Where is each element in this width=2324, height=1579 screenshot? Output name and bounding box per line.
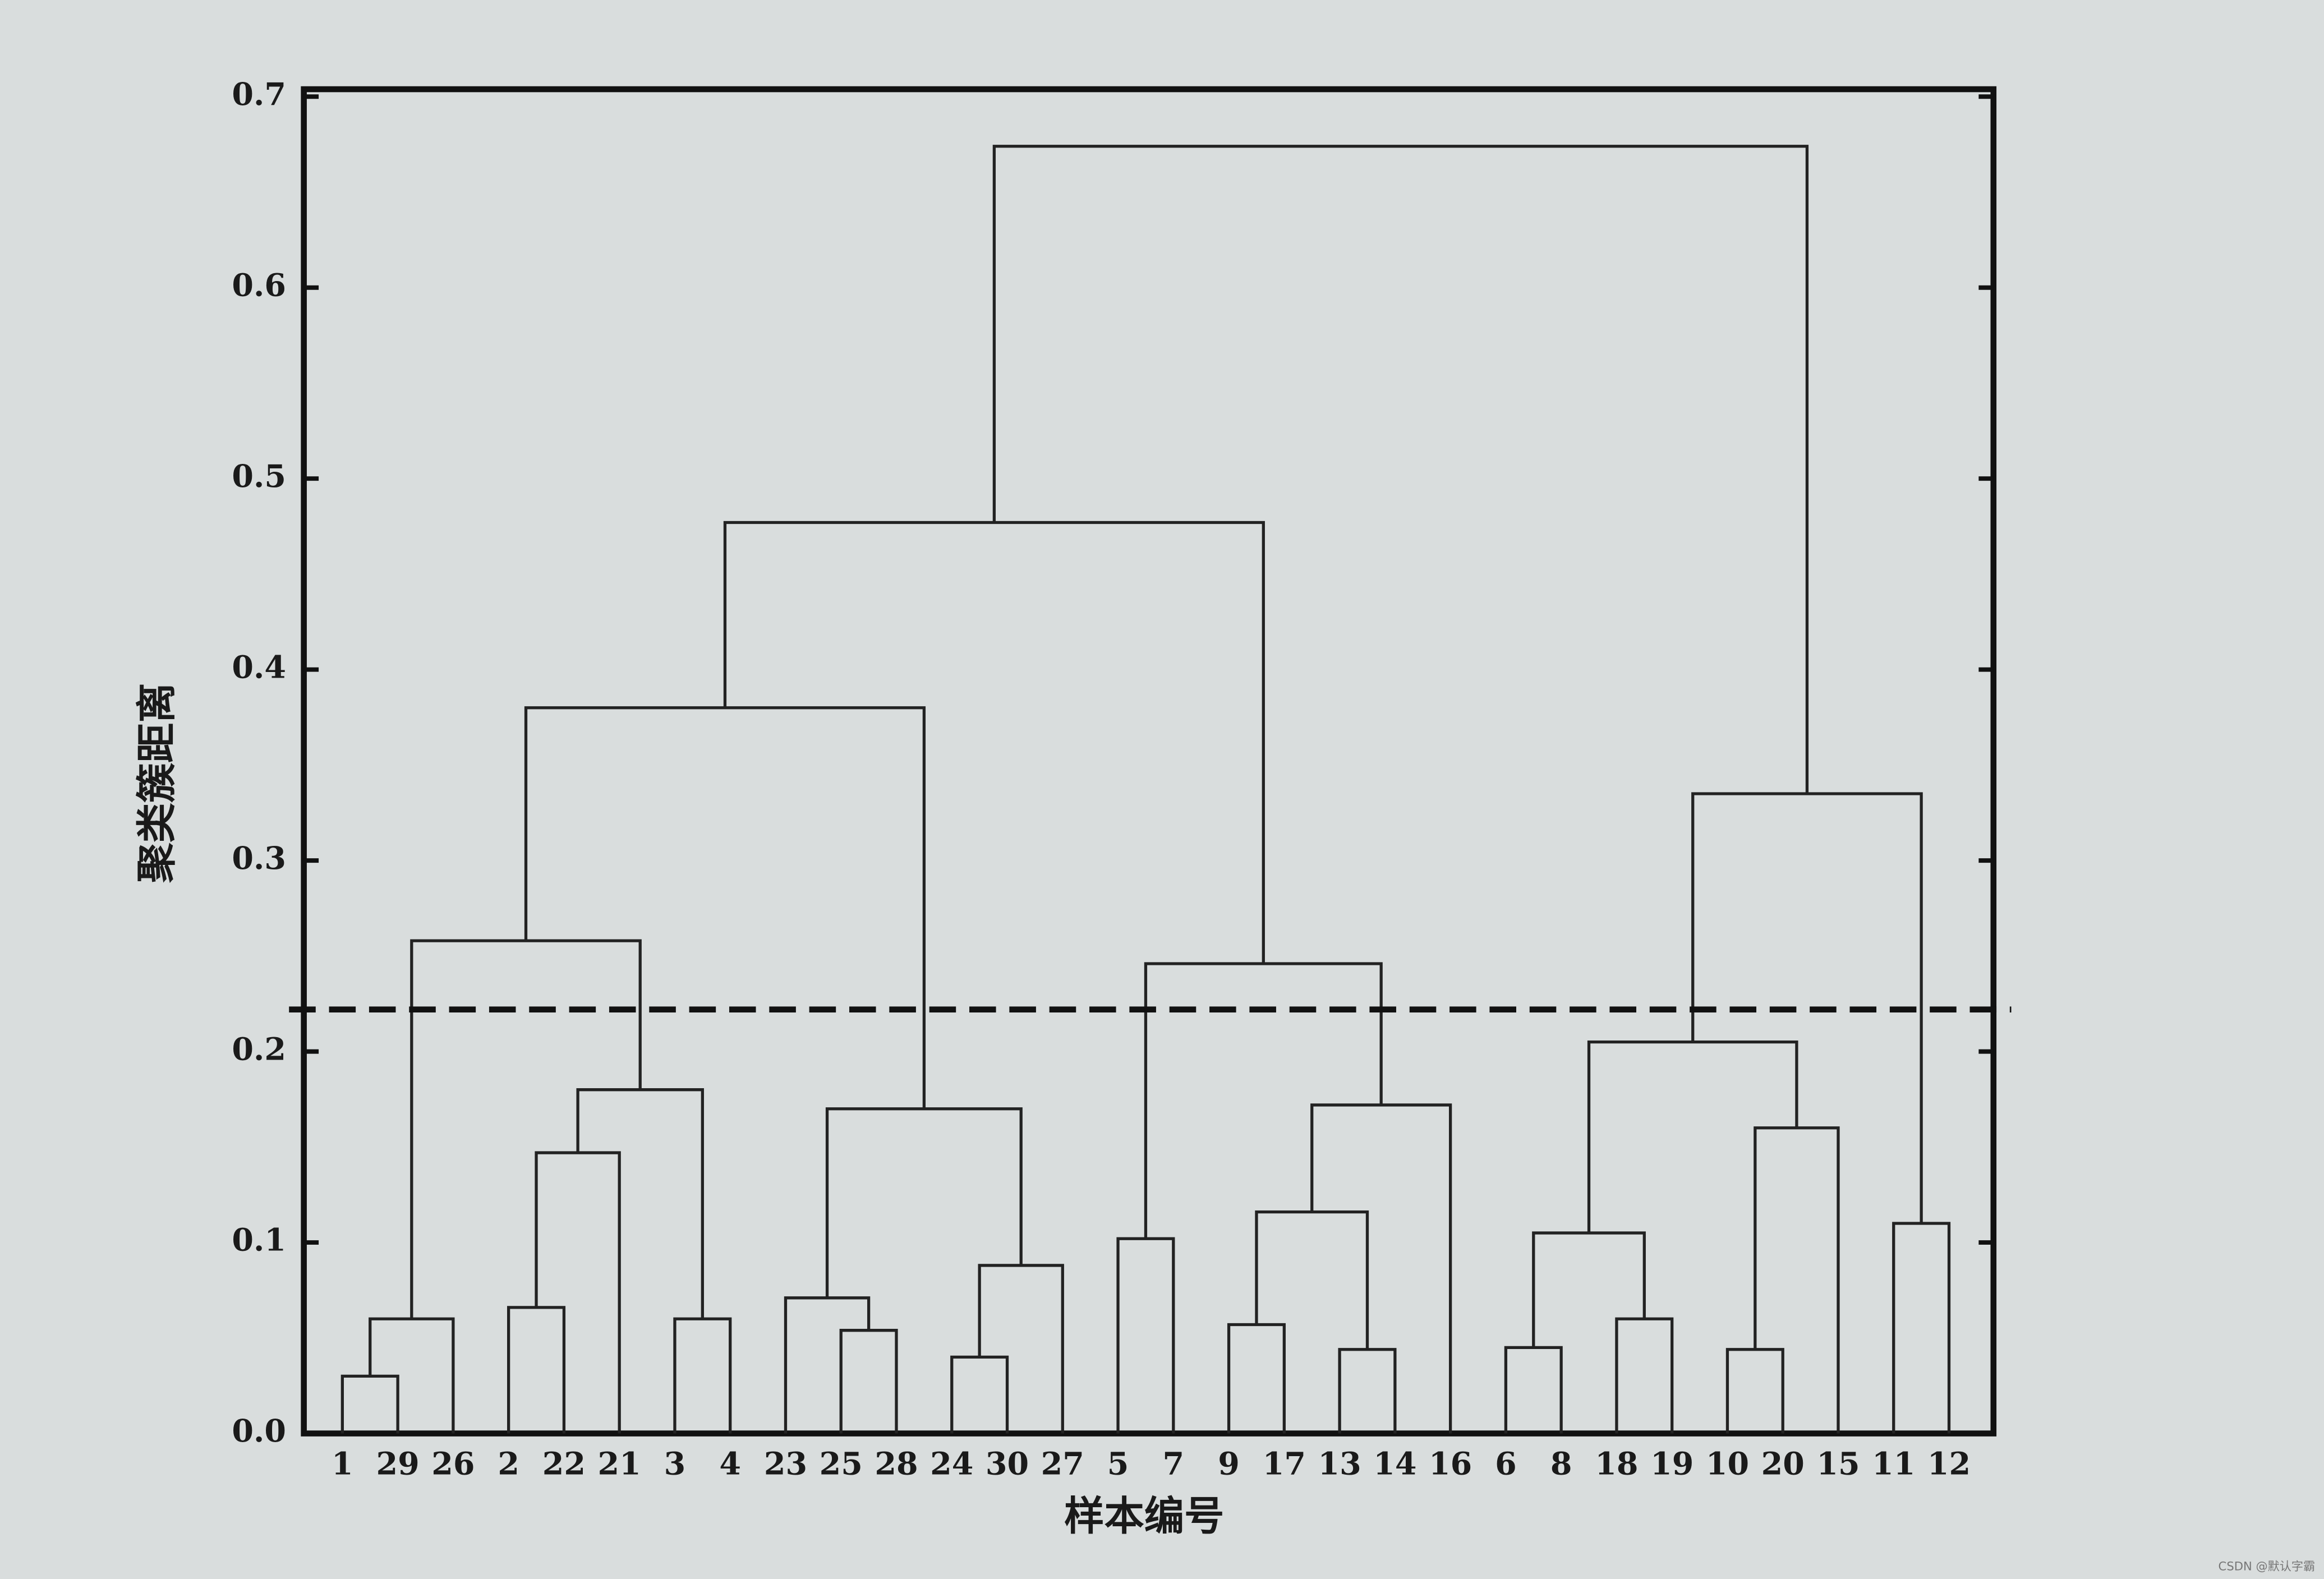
y-tick-label: 0.3 — [232, 840, 286, 877]
x-tick-label: 6 — [1495, 1446, 1517, 1482]
merge-link — [524, 706, 926, 1109]
y-axis-label: 聚类簇距离 — [133, 683, 180, 883]
merge-link — [1725, 1348, 1784, 1434]
merge-link — [978, 1264, 1064, 1434]
x-tick-label: 4 — [719, 1446, 741, 1482]
x-tick-label: 26 — [431, 1446, 475, 1482]
x-tick-label: 13 — [1318, 1446, 1361, 1482]
merge-link — [1587, 1040, 1798, 1233]
x-tick-label: 11 — [1872, 1446, 1915, 1482]
merge-link — [1338, 1348, 1397, 1434]
x-tick-label: 5 — [1107, 1446, 1129, 1482]
plot-frame — [301, 86, 1997, 1437]
x-axis-label: 样本编号 — [1064, 1492, 1224, 1539]
merge-link — [1615, 1317, 1674, 1434]
x-tick-label: 18 — [1595, 1446, 1638, 1482]
x-tick-label: 19 — [1650, 1446, 1693, 1482]
x-tick-label: 12 — [1927, 1446, 1971, 1482]
y-tick-label: 0.7 — [232, 76, 286, 113]
x-tick-label: 3 — [664, 1446, 686, 1482]
merge-link — [992, 145, 1809, 794]
y-tick-label: 0.0 — [232, 1413, 286, 1449]
x-tick-label: 28 — [875, 1446, 918, 1482]
x-tick-label: 30 — [986, 1446, 1029, 1482]
y-tick-label: 0.1 — [232, 1222, 286, 1259]
x-tick-label: 17 — [1263, 1446, 1306, 1482]
x-tick-label: 27 — [1041, 1446, 1084, 1482]
merge-link — [340, 1374, 399, 1434]
x-tick-label: 14 — [1373, 1446, 1416, 1482]
x-tick-label: 1 — [332, 1446, 353, 1482]
x-tick-label: 9 — [1218, 1446, 1240, 1482]
y-tick-label: 0.2 — [232, 1031, 286, 1067]
x-tick-label: 2 — [498, 1446, 519, 1482]
watermark: CSDN @默认字霸 — [2219, 1559, 2316, 1573]
x-tick-label: 25 — [820, 1446, 863, 1482]
y-tick-label: 0.5 — [232, 458, 286, 495]
x-tick-label: 7 — [1163, 1446, 1185, 1482]
x-tick-label: 29 — [376, 1446, 420, 1482]
merge-link — [1754, 1126, 1840, 1434]
merge-link — [410, 939, 642, 1319]
x-tick-label: 10 — [1706, 1446, 1749, 1482]
merge-link — [369, 1317, 455, 1434]
x-tick-label: 23 — [764, 1446, 807, 1482]
merge-link — [1310, 1103, 1452, 1434]
y-tick-label: 0.4 — [232, 649, 286, 685]
y-tick-label: 0.6 — [232, 267, 286, 303]
merge-link — [673, 1317, 732, 1434]
x-tick-label: 21 — [598, 1446, 641, 1482]
merge-link — [1691, 792, 1923, 1224]
merge-link — [1255, 1210, 1369, 1350]
x-tick-label: 8 — [1550, 1446, 1572, 1482]
merge-link — [1116, 1237, 1175, 1434]
x-tick-label: 20 — [1761, 1446, 1805, 1482]
merge-link — [825, 1107, 1023, 1298]
x-tick-label: 15 — [1816, 1446, 1860, 1482]
x-tick-label: 16 — [1429, 1446, 1472, 1482]
x-tick-label: 24 — [930, 1446, 973, 1482]
x-tick-label: 22 — [542, 1446, 586, 1482]
